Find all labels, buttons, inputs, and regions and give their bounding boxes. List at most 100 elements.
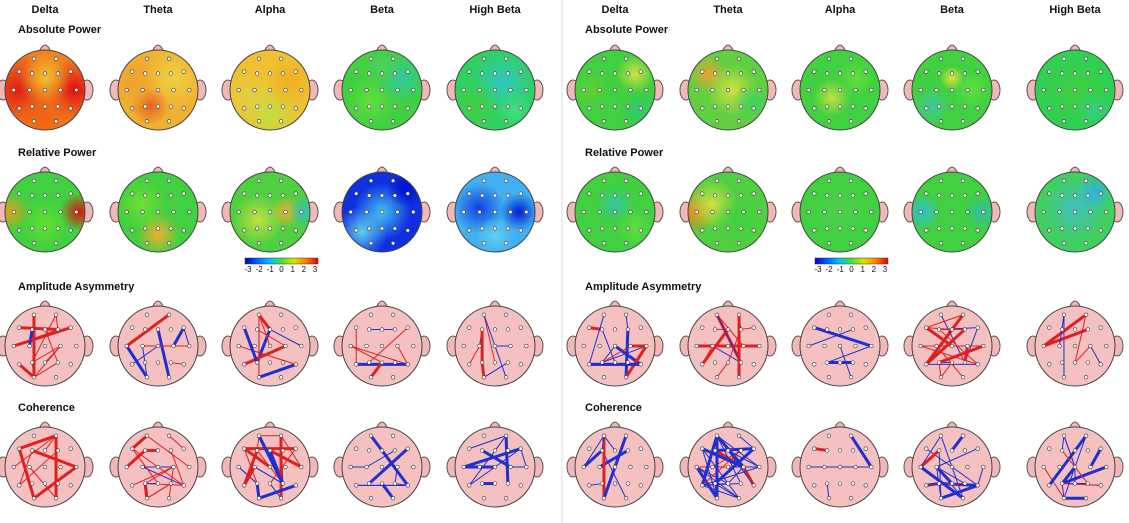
electrode [837,327,843,332]
electrode [168,226,173,231]
connection [603,435,616,451]
electrode [965,343,970,349]
connection [243,344,287,366]
electrode [949,209,955,215]
electrode [938,375,944,380]
electrode [628,87,633,93]
connection [714,447,755,485]
electrode [481,496,487,501]
electrode [130,446,135,451]
electrode [1083,433,1089,438]
electrode [492,327,498,332]
electrode [949,327,955,332]
electrode [68,446,73,451]
electrode [962,360,967,365]
connection [350,345,408,365]
electrode [17,362,22,367]
electrode [725,226,731,231]
electrode [390,496,396,501]
connection [366,450,396,468]
map-blob [912,86,952,126]
connection [394,483,408,486]
electrode [405,483,410,488]
electrode [1104,464,1109,470]
electrode [736,56,742,61]
connection [926,314,964,329]
electrode [280,71,285,76]
electrode [267,209,273,215]
electrode [143,327,148,332]
electrode [58,464,63,470]
electrode [1083,178,1089,183]
electrode [694,464,699,470]
electrode [812,69,817,74]
electrode [638,483,643,488]
electrode [395,209,400,215]
electrode [503,56,509,61]
head [1026,44,1124,131]
electrode [392,448,397,453]
electrode [1072,71,1078,76]
electrode [256,119,262,124]
connection [19,326,58,331]
electrode [518,106,523,111]
electrode [467,362,472,367]
electrode [130,325,135,330]
electrode [467,483,472,488]
connection [33,362,59,378]
electrode [713,360,718,365]
connection [1042,313,1087,348]
electrode [379,448,385,453]
electrode [480,104,485,109]
electrode [628,464,633,470]
electrode [812,325,817,330]
connection [601,345,647,364]
electrode [975,228,980,233]
row-label: Relative Power [18,147,97,159]
electrode [1060,104,1065,109]
electrode [725,448,731,453]
electrode [181,191,186,196]
electrode [837,104,843,109]
head [903,421,1001,508]
electrode [822,209,827,215]
electrode [280,226,285,231]
electrode [1060,360,1065,365]
electrode [74,464,79,470]
head [903,44,1001,131]
electrode [143,71,148,76]
electrode [187,464,192,470]
head [109,421,207,508]
electrode [11,209,16,215]
electrode [255,360,260,365]
electrode [348,87,353,93]
electrode [853,87,858,93]
head [221,166,319,253]
electrode [481,241,487,246]
electrode [68,106,73,111]
electrode [293,106,298,111]
electrode [354,228,359,233]
electrode [1098,228,1103,233]
electrode [364,87,369,93]
electrode [480,360,485,365]
electrode [741,464,746,470]
electrode [144,496,150,501]
connection [394,466,398,484]
electrode [42,464,48,470]
electrode [379,360,385,365]
electrode [255,327,260,332]
electrode [379,327,385,332]
electrode [1061,375,1067,380]
colorbar-tick: 1 [290,265,295,274]
connection [920,435,942,468]
connection [520,448,527,468]
electrode [700,325,705,330]
electrode [848,433,854,438]
electrode [17,325,22,330]
electrode [826,496,832,501]
map-blob [19,52,71,104]
connection [144,466,174,484]
connection [936,448,978,468]
colorbar [244,257,319,265]
